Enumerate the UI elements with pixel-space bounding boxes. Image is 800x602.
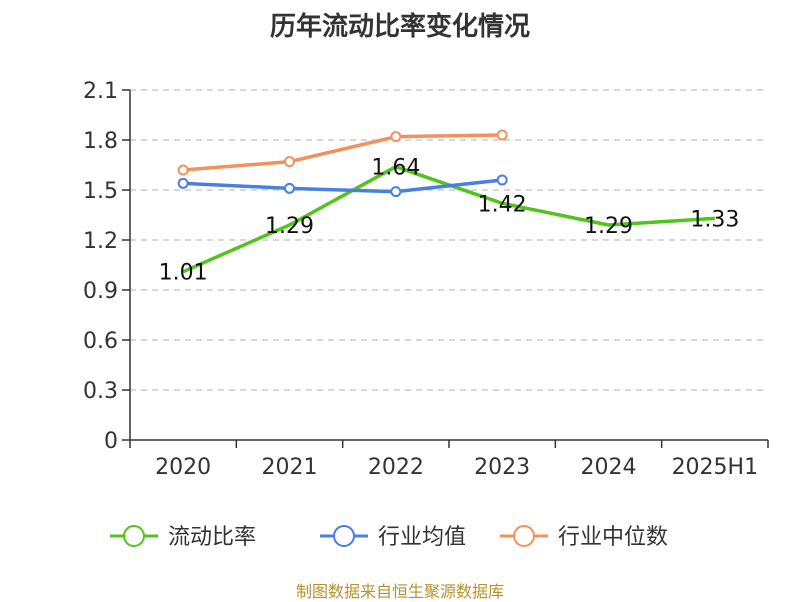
series-2-point: [284, 182, 295, 194]
legend-label-2: 行业均值: [378, 525, 466, 550]
data-label: 1.29: [584, 214, 633, 239]
data-source-note: 制图数据来自恒生聚源数据库: [295, 582, 504, 601]
y-tick-label: 0.3: [83, 379, 118, 404]
y-tick-label: 2.1: [83, 79, 118, 104]
y-tick-label: 1.2: [83, 229, 118, 254]
x-tick-label: 2024: [581, 455, 637, 480]
series-3-point: [284, 156, 295, 168]
series-line-3: [183, 133, 503, 172]
x-tick-label: 2022: [368, 455, 424, 480]
series-3-point: [496, 129, 508, 141]
data-label: 1.42: [478, 192, 527, 217]
legend-marker-1: [123, 525, 145, 547]
series-2-point: [390, 186, 402, 198]
y-tick-label: 1.8: [83, 129, 118, 154]
chart-title: 历年流动比率变化情况: [269, 12, 530, 42]
legend-label-1: 流动比率: [168, 525, 256, 550]
series-2-point: [177, 177, 189, 189]
x-tick-label: 2025H1: [672, 455, 759, 480]
legend-marker-3: [513, 525, 535, 547]
y-tick-label: 1.5: [83, 179, 118, 204]
y-tick-label: 0.6: [83, 329, 118, 354]
legend-marker-2: [333, 525, 355, 547]
legend-label-3: 行业中位数: [558, 525, 668, 550]
series-line-2: [183, 178, 503, 194]
series-line-1: [182, 164, 715, 274]
data-label: 1.33: [690, 207, 739, 232]
series-2-point: [496, 174, 508, 186]
data-label: 1.01: [159, 261, 208, 286]
x-tick-label: 2023: [474, 455, 530, 480]
x-tick-label: 2021: [262, 455, 318, 480]
y-tick-label: 0: [104, 429, 118, 454]
series-3-point: [177, 164, 189, 176]
data-label: 1.64: [371, 156, 420, 181]
series-3-point: [390, 131, 402, 143]
data-label: 1.29: [265, 214, 314, 239]
y-tick-label: 0.9: [83, 279, 118, 304]
x-tick-label: 2020: [155, 455, 211, 480]
